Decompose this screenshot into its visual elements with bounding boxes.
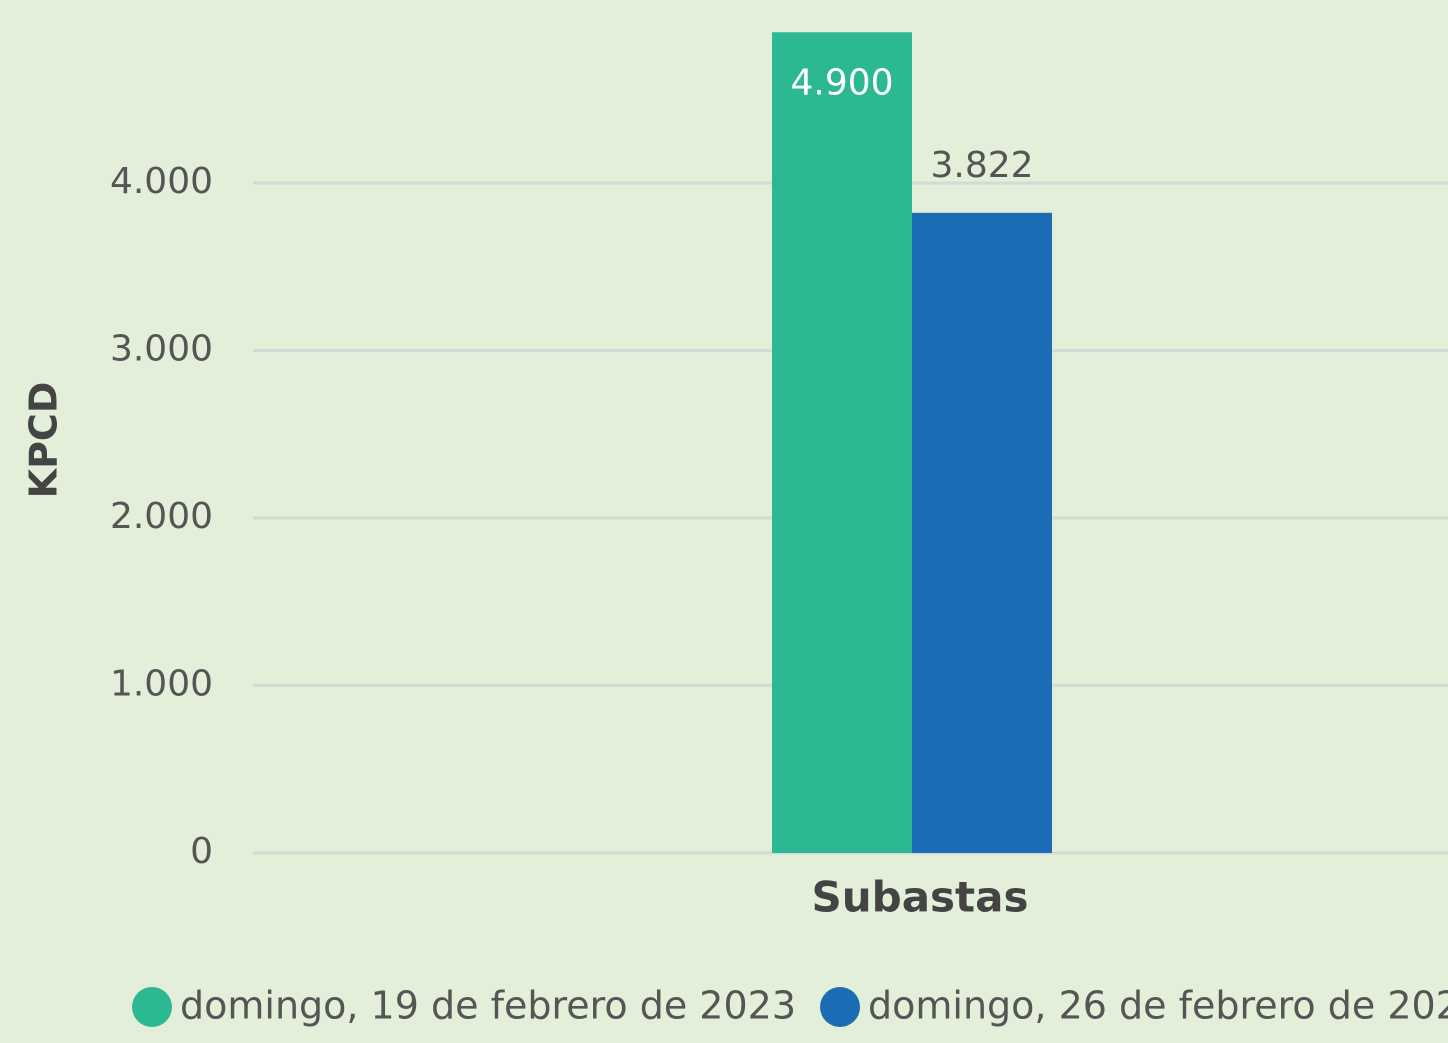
legend-label: domingo, 19 de febrero de 2023 xyxy=(180,984,796,1028)
y-tick-label: 4.000 xyxy=(110,161,213,202)
y-tick-label: 2.000 xyxy=(110,496,213,537)
y-axis-title: KPCD xyxy=(22,382,66,499)
bar xyxy=(772,32,912,853)
legend-marker xyxy=(820,987,861,1027)
data-label: 4.900 xyxy=(790,62,893,103)
legend-marker xyxy=(132,987,172,1027)
y-tick-label: 1.000 xyxy=(110,664,213,705)
data-label: 3.822 xyxy=(930,145,1033,186)
y-tick-label: 0 xyxy=(190,831,213,872)
y-tick-label: 3.000 xyxy=(110,329,213,370)
legend-label: domingo, 26 de febrero de 2023 xyxy=(868,984,1448,1028)
x-tick-label: Subastas xyxy=(812,873,1029,922)
bar xyxy=(912,212,1052,853)
